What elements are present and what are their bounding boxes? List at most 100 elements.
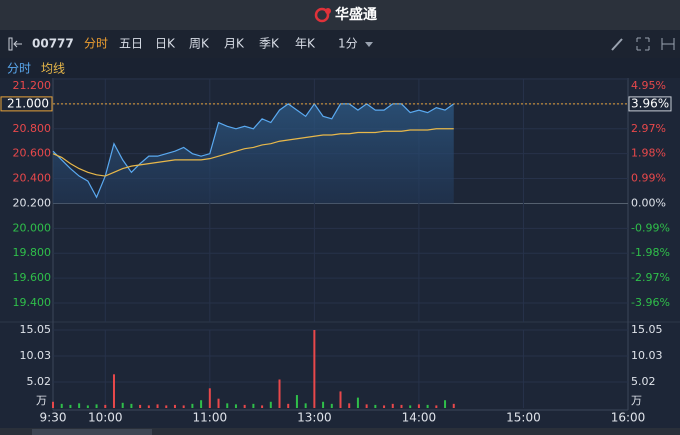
y2-tick-label: -0.99% — [631, 221, 670, 234]
y2-tick-label: 2.97% — [631, 122, 666, 135]
y-tick-label: 5.02 — [27, 375, 52, 388]
volume-bar — [409, 405, 412, 408]
volume-bar — [139, 404, 142, 408]
draw-icon[interactable] — [611, 38, 623, 51]
volume-bar — [435, 405, 438, 408]
period-tab[interactable]: 日K — [155, 37, 176, 51]
volume-bar — [208, 388, 211, 408]
volume-bar — [226, 403, 229, 408]
volume-bar — [374, 404, 377, 408]
volume-bar — [60, 403, 63, 408]
y-tick-label: 20.200 — [13, 196, 52, 209]
y-tick-label: 20.600 — [13, 147, 52, 160]
volume-bar — [322, 401, 325, 408]
volume-bar — [339, 391, 342, 408]
volume-bar — [261, 405, 264, 408]
y-tick-label: 19.600 — [13, 271, 52, 284]
expand-icon[interactable] — [636, 37, 650, 51]
x-tick-label: 15:00 — [506, 411, 541, 425]
x-tick-label: 10:00 — [88, 411, 123, 425]
volume-bar — [147, 405, 150, 408]
volume-bar — [104, 404, 107, 408]
volume-bar — [287, 403, 290, 408]
price-line — [52, 102, 455, 199]
volume-bar — [313, 330, 316, 408]
volume-bar — [278, 379, 281, 408]
y2-tick-label: 5.02 — [631, 375, 656, 388]
volume-bar — [121, 402, 124, 408]
unit-label: 万 — [36, 394, 47, 407]
legend-entry[interactable]: 分时 — [7, 62, 31, 76]
y2-tick-label: 10.03 — [631, 349, 663, 362]
volume-bar — [156, 404, 159, 408]
volume-bar — [112, 374, 115, 408]
y-tick-label: 15.05 — [20, 323, 52, 336]
last-price-label: 21.000 — [7, 96, 49, 110]
y-tick-label: 19.800 — [13, 246, 52, 259]
volume-bar — [348, 403, 351, 408]
volume-bar — [269, 401, 272, 408]
unit-label: 万 — [631, 394, 642, 407]
period-tab[interactable]: 周K — [189, 37, 210, 51]
volume-bar — [400, 404, 403, 408]
scroll-track[interactable] — [0, 428, 680, 435]
volume-bar — [95, 404, 98, 408]
period-tab[interactable]: 五日 — [119, 37, 143, 51]
y2-tick-label: -3.96% — [631, 296, 670, 309]
legend-entry[interactable]: 均线 — [41, 62, 65, 76]
logo-icon — [314, 7, 331, 23]
period-tab[interactable]: 年K — [295, 37, 316, 51]
volume-bar — [391, 403, 394, 408]
y2-tick-label: 0.99% — [631, 172, 666, 185]
volume-bar — [243, 404, 246, 408]
dropdown-caret[interactable] — [365, 42, 373, 47]
y2-tick-label: 0.00% — [631, 196, 666, 209]
volume-bar — [130, 403, 133, 408]
x-tick-label: 11:00 — [193, 411, 228, 425]
volume-bar — [444, 400, 447, 408]
y2-tick-label: 1.98% — [631, 147, 666, 160]
volume-bar — [295, 395, 298, 408]
app-title: 华盛通 — [335, 6, 377, 23]
volume-bar — [200, 400, 203, 408]
volume-bar — [52, 401, 54, 408]
volume-bar — [78, 403, 81, 408]
volume-bar — [426, 404, 429, 408]
fullscreen-icon[interactable] — [661, 38, 675, 50]
interval-selector[interactable]: 1分 — [338, 37, 358, 51]
y-tick-label: 21.200 — [13, 79, 52, 92]
volume-bar — [252, 403, 255, 408]
volume-bar — [86, 405, 89, 408]
y-tick-label: 20.400 — [13, 172, 52, 185]
x-tick-label: 13:00 — [297, 411, 332, 425]
y-tick-label: 19.400 — [13, 296, 52, 309]
scroll-thumb[interactable] — [32, 429, 152, 435]
volume-bar — [452, 403, 455, 408]
volume-bar — [330, 403, 333, 408]
legend-bar — [0, 58, 680, 78]
y-tick-label: 20.800 — [13, 122, 52, 135]
x-tick-label: 9:30 — [40, 411, 67, 425]
period-tab[interactable]: 季K — [259, 37, 280, 51]
period-tab[interactable]: 月K — [224, 37, 245, 51]
stock-code: 00777 — [32, 37, 74, 51]
period-tab[interactable]: 分时 — [84, 37, 108, 51]
volume-bar — [365, 404, 368, 408]
volume-bar — [173, 404, 176, 408]
y2-tick-label: -2.97% — [631, 271, 670, 284]
volume-bar — [234, 404, 237, 408]
toolbar — [0, 30, 680, 58]
y2-tick-label: -1.98% — [631, 246, 670, 259]
last-price-box — [0, 96, 53, 112]
price-area — [53, 103, 454, 204]
y-tick-label: 10.03 — [20, 349, 52, 362]
y2-tick-label: 4.95% — [631, 79, 666, 92]
volume-bar — [417, 404, 420, 408]
volume-bar — [165, 405, 168, 408]
header-bar — [0, 0, 680, 30]
back-icon[interactable] — [8, 37, 22, 51]
average-line — [52, 128, 454, 177]
y-tick-label: 20.000 — [13, 221, 52, 234]
volume-bar — [191, 403, 194, 408]
